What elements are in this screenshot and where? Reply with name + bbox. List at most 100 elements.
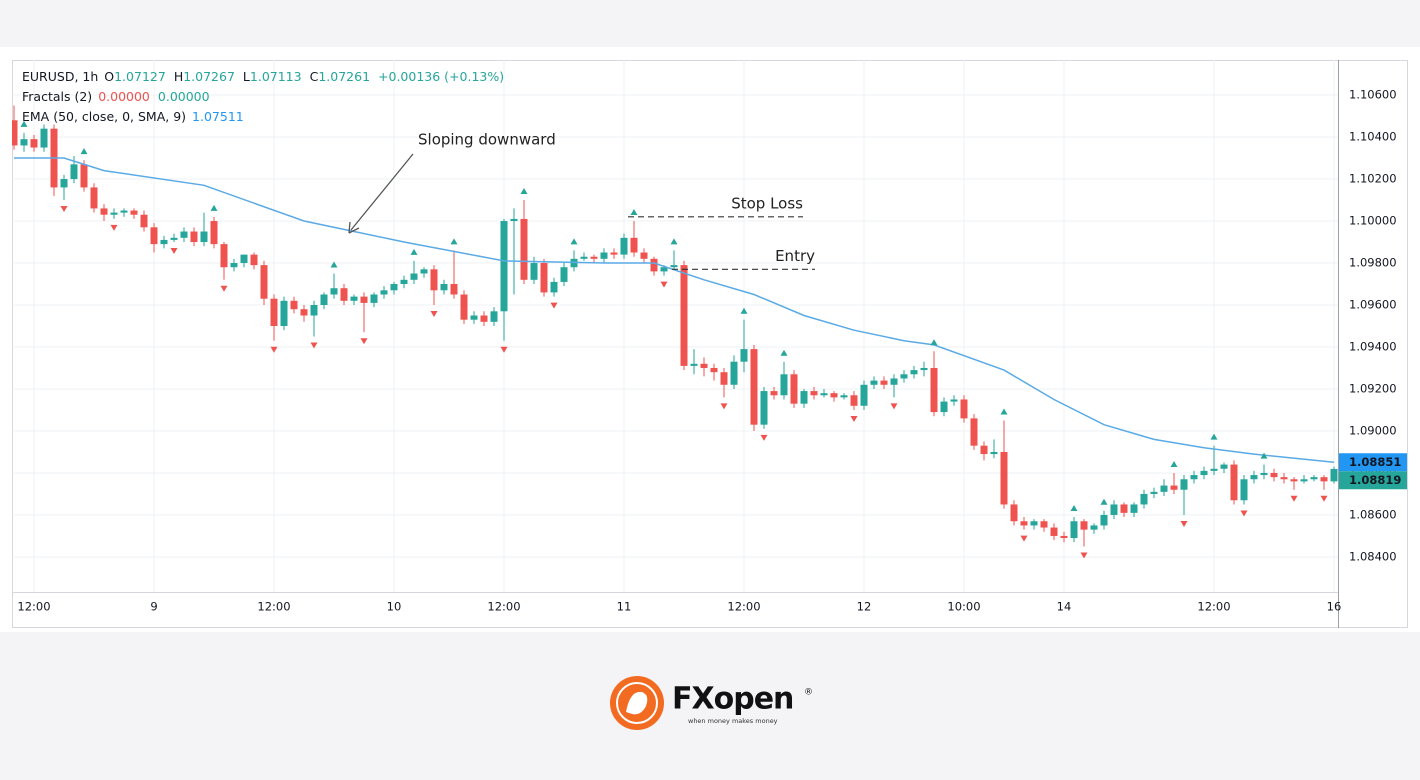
candle-body <box>1010 504 1018 522</box>
fractal-down <box>1080 552 1088 559</box>
candle-body <box>860 384 868 406</box>
fractal-down <box>1240 510 1248 517</box>
x-tick-label: 10:00 <box>947 600 980 614</box>
fractals-down-value: 0.00000 <box>158 89 210 104</box>
candle-body <box>1050 527 1058 536</box>
candle-body <box>520 218 528 280</box>
fractal-up <box>330 261 338 268</box>
fractal-up <box>20 120 28 127</box>
ema-price-tag-box <box>1339 453 1407 472</box>
candle-body <box>710 367 718 373</box>
candle-body <box>590 256 598 259</box>
candle-body <box>840 395 848 398</box>
last-price-tag-box <box>1339 471 1407 490</box>
candle-body <box>1260 472 1268 476</box>
fractal-up <box>1100 498 1108 505</box>
candle-body <box>670 265 678 268</box>
candle-body <box>1190 475 1198 480</box>
x-tick-label: 14 <box>1057 600 1072 614</box>
fractal-up <box>780 349 788 356</box>
chart-frame <box>12 60 1408 628</box>
ema-price-tag: 1.08851 <box>1349 455 1401 469</box>
candle-body <box>640 252 648 259</box>
fractal-down <box>60 206 68 213</box>
logo-lion <box>626 691 648 715</box>
x-tick-label: 12:00 <box>1197 600 1230 614</box>
fractal-down <box>220 285 228 292</box>
candle-body <box>490 311 498 322</box>
fractal-up <box>740 307 748 314</box>
candle-body <box>210 221 218 245</box>
x-tick-label: 12:00 <box>257 600 290 614</box>
candle-body <box>400 279 408 285</box>
candle-body <box>340 288 348 301</box>
x-tick-label: 12 <box>857 600 872 614</box>
y-tick-label: 1.09000 <box>1349 423 1397 437</box>
candle-body <box>630 237 638 253</box>
candle-body <box>1020 521 1028 526</box>
symbol: EURUSD, 1h <box>22 69 98 84</box>
fractal-down <box>890 403 898 410</box>
y-tick-label: 1.10600 <box>1349 88 1397 102</box>
fractal-up <box>930 339 938 346</box>
candle-body <box>1310 477 1318 480</box>
candle-body <box>990 451 998 455</box>
candle-body <box>970 418 978 446</box>
x-tick-label: 12:00 <box>487 600 520 614</box>
x-tick-label: 10 <box>387 600 402 614</box>
candle-body <box>720 372 728 385</box>
fractal-up <box>1170 460 1178 467</box>
candle-body <box>1120 504 1128 513</box>
candle-body <box>330 288 338 295</box>
candle-body <box>30 139 38 148</box>
candle-body <box>950 399 958 402</box>
candle-body <box>280 300 288 326</box>
candle-body <box>90 187 98 209</box>
candle-body <box>1230 464 1238 501</box>
high-value: 1.07267 <box>183 69 235 84</box>
candle-body <box>1300 479 1308 482</box>
open-label: O <box>104 69 114 84</box>
candle-body <box>380 290 388 295</box>
candle-body <box>1240 479 1248 501</box>
candle-body <box>270 298 278 326</box>
candle-body <box>790 374 798 404</box>
open-value: 1.07127 <box>114 69 166 84</box>
candle-body <box>750 349 758 425</box>
candle-body <box>230 263 238 268</box>
fractal-up <box>210 204 218 211</box>
candle-body <box>1110 504 1118 515</box>
candle-body <box>1150 491 1158 494</box>
candle-body <box>140 214 148 228</box>
candle-body <box>620 237 628 255</box>
candle-body <box>300 309 308 316</box>
candle-body <box>910 370 918 375</box>
candle-body <box>610 252 618 255</box>
fractal-down <box>270 346 278 353</box>
fractal-down <box>1020 535 1028 542</box>
close-label: C <box>310 69 319 84</box>
candle-body <box>250 254 258 266</box>
candle-body <box>980 445 988 455</box>
fractal-up <box>1000 408 1008 415</box>
fractal-up <box>410 248 418 255</box>
candle-body <box>180 231 188 238</box>
candle-body <box>850 395 858 406</box>
fractal-down <box>430 311 438 318</box>
fractal-down <box>500 346 508 353</box>
logo-mark: ® <box>804 688 813 698</box>
candle-body <box>1000 451 1008 505</box>
candle-body <box>100 208 108 215</box>
candle-body <box>530 263 538 280</box>
candle-body <box>920 367 928 371</box>
fractal-down <box>310 342 318 349</box>
candle-body <box>960 399 968 419</box>
logo-tagline: when money makes money <box>688 717 778 725</box>
candle-body <box>780 374 788 396</box>
fractal-down <box>850 415 858 422</box>
candle-body <box>1030 521 1038 526</box>
candle-body <box>450 284 458 295</box>
candle-body <box>870 380 878 385</box>
candle-body <box>460 294 468 320</box>
